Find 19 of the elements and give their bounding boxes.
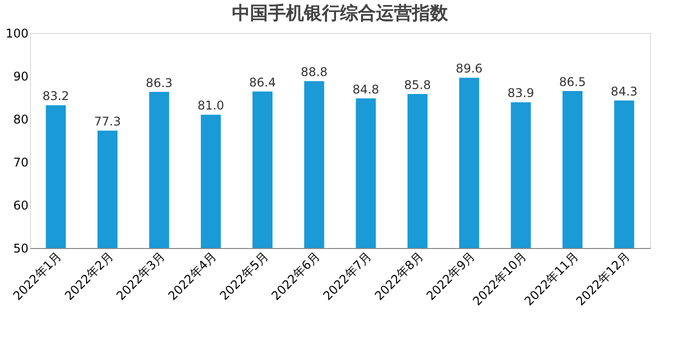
data-label: 86.5: [559, 75, 586, 90]
data-label: 77.3: [94, 114, 121, 129]
data-label: 83.9: [507, 86, 534, 100]
data-label: 81.0: [197, 98, 224, 113]
data-label: 88.8: [300, 65, 328, 80]
data-label: 83.2: [42, 89, 70, 104]
data-label: 86.4: [249, 75, 276, 90]
data-label: 89.6: [456, 62, 483, 76]
data-label: 84.3: [610, 84, 638, 99]
y-tick-label: 90: [13, 70, 28, 84]
y-tick-label: 100: [6, 26, 28, 40]
data-label: 85.8: [404, 78, 431, 92]
y-tick-label: 50: [13, 242, 28, 256]
y-tick-label: 60: [13, 198, 28, 212]
chart-title: 中国手机银行综合运营指数: [232, 3, 449, 24]
data-label: 84.8: [352, 82, 380, 96]
y-tick-label: 80: [13, 112, 28, 126]
data-label: 86.3: [146, 76, 173, 90]
y-tick-label: 70: [13, 156, 28, 170]
